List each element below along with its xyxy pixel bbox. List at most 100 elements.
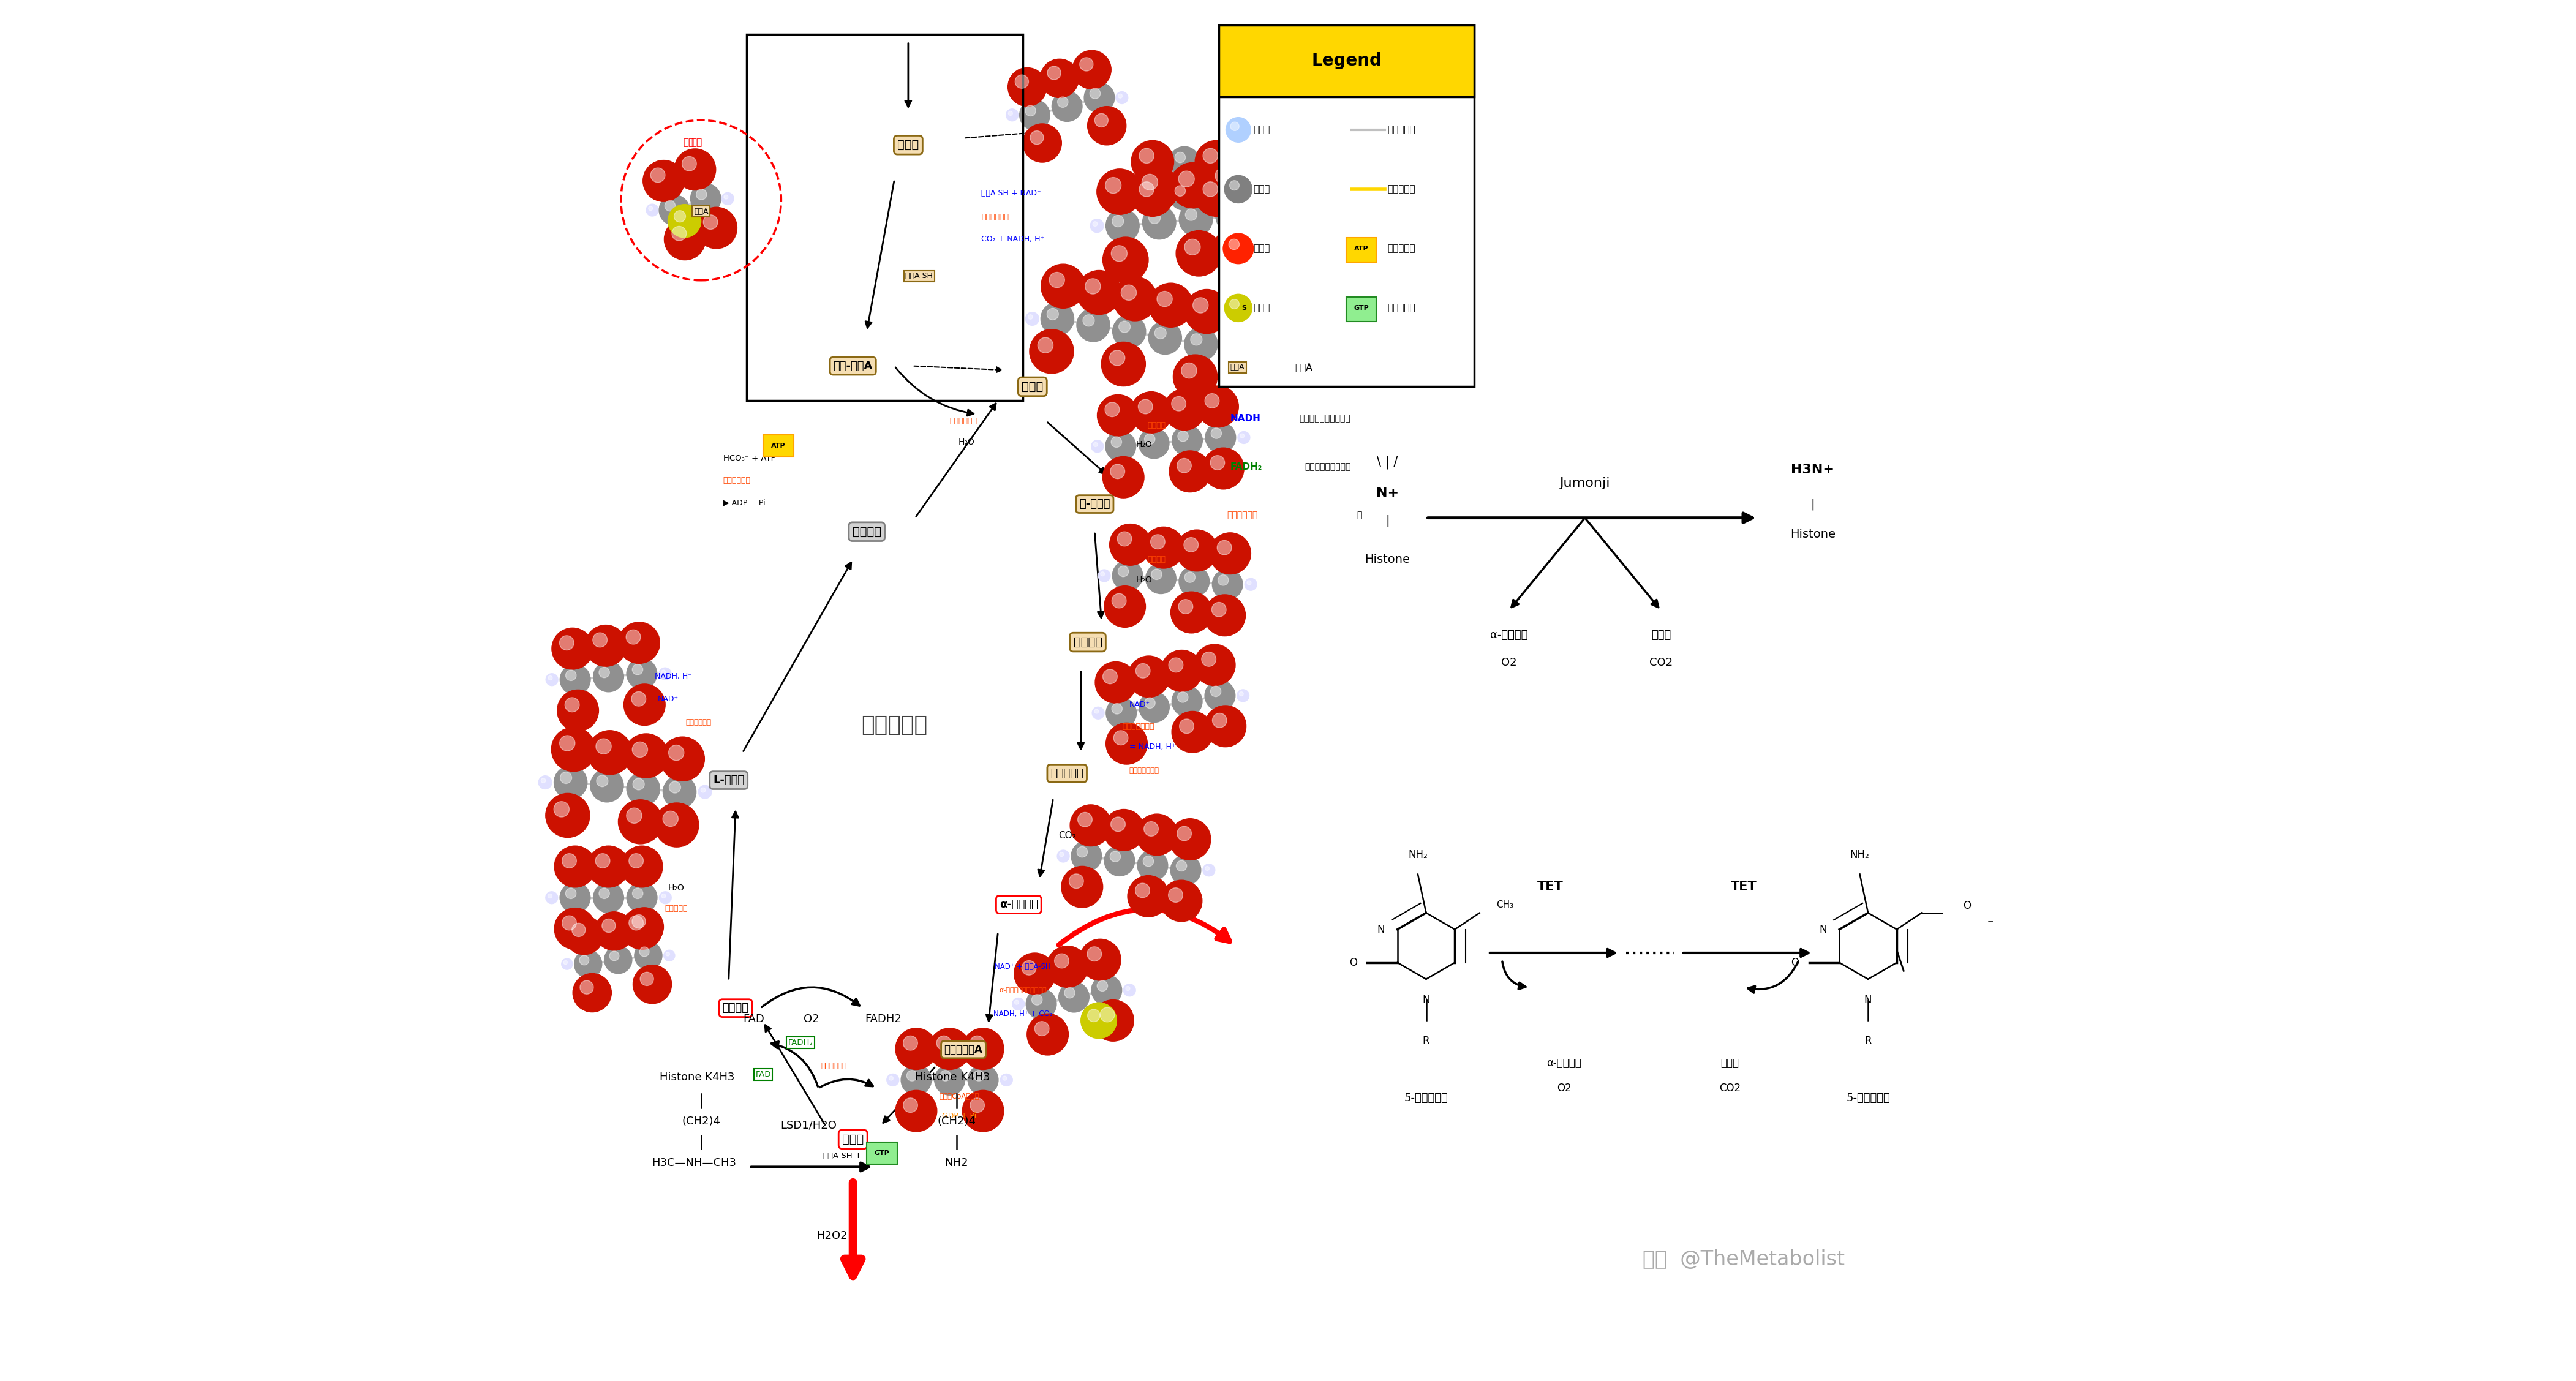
Text: 硫原子: 硫原子 xyxy=(1255,304,1270,312)
Circle shape xyxy=(1149,283,1193,327)
Circle shape xyxy=(1069,805,1110,847)
Circle shape xyxy=(647,204,659,217)
Circle shape xyxy=(1092,707,1105,720)
Text: CO2: CO2 xyxy=(1649,657,1672,668)
Circle shape xyxy=(1110,246,1128,261)
Circle shape xyxy=(1172,396,1185,412)
Circle shape xyxy=(1224,175,1252,203)
Circle shape xyxy=(1162,880,1203,921)
Circle shape xyxy=(1084,83,1115,113)
Text: NH₂: NH₂ xyxy=(1409,849,1427,860)
Text: ATP: ATP xyxy=(1355,246,1368,251)
Text: 柠檬酸: 柠檬酸 xyxy=(1023,381,1043,392)
Text: 异柠檬酸: 异柠檬酸 xyxy=(1074,637,1103,648)
Circle shape xyxy=(1239,434,1244,438)
Circle shape xyxy=(1030,329,1074,373)
Circle shape xyxy=(1206,423,1236,453)
Circle shape xyxy=(665,218,706,260)
Text: 三磷酸鸟苷: 三磷酸鸟苷 xyxy=(1388,304,1414,312)
Circle shape xyxy=(1255,211,1260,217)
Circle shape xyxy=(1180,157,1185,162)
Circle shape xyxy=(1239,431,1249,443)
Circle shape xyxy=(1041,302,1074,336)
Text: 草酰琥珀酸: 草酰琥珀酸 xyxy=(1051,768,1084,779)
Text: FADH₂: FADH₂ xyxy=(1229,463,1262,471)
Circle shape xyxy=(683,156,696,171)
Text: Jumonji: Jumonji xyxy=(1558,478,1610,489)
Text: 琥珀酰辅酶A: 琥珀酰辅酶A xyxy=(945,1044,981,1055)
Circle shape xyxy=(556,690,598,732)
Circle shape xyxy=(1092,975,1121,1005)
Circle shape xyxy=(1046,308,1059,320)
Text: N: N xyxy=(1422,994,1430,1005)
Circle shape xyxy=(1244,579,1257,591)
Text: 琥珀酸: 琥珀酸 xyxy=(1721,1058,1739,1069)
Circle shape xyxy=(559,736,574,751)
Text: NAD⁺ + 辅酶A-SH: NAD⁺ + 辅酶A-SH xyxy=(994,963,1051,971)
Text: NADH, H⁺: NADH, H⁺ xyxy=(654,673,693,681)
Circle shape xyxy=(1170,163,1216,209)
Circle shape xyxy=(1105,431,1136,461)
Text: 氧原子: 氧原子 xyxy=(1255,244,1270,253)
Circle shape xyxy=(1144,856,1154,866)
Circle shape xyxy=(662,670,665,674)
Circle shape xyxy=(1170,657,1182,673)
Circle shape xyxy=(1048,66,1061,80)
Circle shape xyxy=(600,888,611,899)
Circle shape xyxy=(611,952,618,961)
Circle shape xyxy=(554,801,569,818)
Text: 乌头酸酶: 乌头酸酶 xyxy=(1146,555,1164,563)
Circle shape xyxy=(1177,171,1195,186)
Text: H₂O: H₂O xyxy=(1136,576,1151,584)
Circle shape xyxy=(554,909,595,950)
Circle shape xyxy=(1221,206,1234,217)
Circle shape xyxy=(629,853,644,869)
Circle shape xyxy=(1136,663,1151,678)
Text: NH₂: NH₂ xyxy=(1850,849,1870,860)
Circle shape xyxy=(1206,706,1247,747)
Circle shape xyxy=(721,192,734,204)
Text: R: R xyxy=(1422,1036,1430,1047)
Circle shape xyxy=(1193,645,1236,686)
Circle shape xyxy=(1185,572,1195,583)
Circle shape xyxy=(896,1027,938,1069)
Text: 碳原子: 碳原子 xyxy=(1255,185,1270,193)
Circle shape xyxy=(1211,533,1252,574)
Circle shape xyxy=(1103,809,1144,851)
Circle shape xyxy=(1206,681,1234,711)
Circle shape xyxy=(1206,866,1208,870)
Circle shape xyxy=(1203,865,1216,876)
Circle shape xyxy=(621,909,662,950)
Circle shape xyxy=(626,659,657,689)
Text: LSD1/H2O: LSD1/H2O xyxy=(781,1120,837,1131)
Circle shape xyxy=(634,779,644,790)
Circle shape xyxy=(1025,989,1056,1019)
Circle shape xyxy=(1126,986,1131,990)
Circle shape xyxy=(1141,174,1157,191)
Text: O2: O2 xyxy=(1502,657,1517,668)
Circle shape xyxy=(595,853,611,869)
Circle shape xyxy=(567,670,577,681)
Text: 延胡索酸酶: 延胡索酸酶 xyxy=(665,905,688,913)
Circle shape xyxy=(1216,199,1249,233)
Circle shape xyxy=(1092,441,1103,453)
Circle shape xyxy=(1180,720,1193,733)
Circle shape xyxy=(1097,981,1108,992)
FancyBboxPatch shape xyxy=(1218,25,1473,387)
Circle shape xyxy=(549,894,551,898)
Circle shape xyxy=(1177,692,1188,703)
Circle shape xyxy=(1105,209,1139,243)
Circle shape xyxy=(1121,284,1136,300)
Circle shape xyxy=(549,675,551,679)
Circle shape xyxy=(1046,946,1087,987)
Circle shape xyxy=(974,1070,984,1081)
Text: 琥珀酸: 琥珀酸 xyxy=(1651,630,1672,641)
Circle shape xyxy=(1231,122,1239,131)
Text: 普通化学键: 普通化学键 xyxy=(1388,126,1414,134)
Circle shape xyxy=(1239,692,1244,696)
Text: \ | /: \ | / xyxy=(1378,456,1399,470)
Circle shape xyxy=(1170,819,1211,860)
Text: FAD: FAD xyxy=(742,1014,765,1025)
Text: R: R xyxy=(1865,1036,1873,1047)
Circle shape xyxy=(940,1070,951,1081)
